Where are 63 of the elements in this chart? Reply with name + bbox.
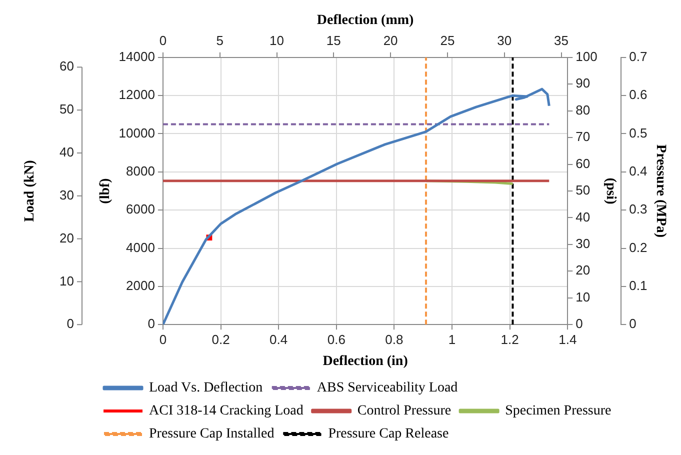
text: 0	[66, 316, 74, 332]
x-tick-label: 1	[448, 332, 456, 347]
y2-axis-title: (psi)	[603, 178, 618, 205]
x-tick-label: 0.6	[327, 332, 346, 347]
y2-tick-label: 80	[576, 102, 590, 118]
y3-tick-label: 0	[629, 316, 636, 332]
y3-tick-label: 0.3	[629, 202, 648, 217]
y2-tick-label: 90	[576, 76, 590, 91]
x2-tick-label: 0	[159, 33, 167, 48]
legend-label: Pressure Cap Release	[328, 426, 449, 442]
y-tick-label: 14000	[118, 48, 155, 64]
legend-label: Control Pressure	[357, 404, 452, 419]
y3-tick-label: 0.6	[629, 87, 648, 102]
x2-tick-label: 30	[497, 33, 512, 48]
y2-tick-label: 50	[576, 182, 590, 198]
x2-tick-label: 20	[383, 33, 398, 48]
legend-label: Load Vs. Deflection	[149, 380, 263, 396]
legend-label: ABS Serviceability Load	[316, 380, 458, 396]
text: 40	[60, 144, 74, 160]
x2-axis-title: Deflection (mm)	[316, 13, 414, 28]
y-tick-label: 8000	[126, 163, 155, 178]
x-tick-label: 0.4	[270, 332, 288, 347]
y-tick-label: 0	[148, 316, 155, 332]
y2-tick-label: 70	[576, 129, 590, 144]
y-tick-label: 2000	[126, 278, 155, 294]
text: Load (kN)	[22, 160, 38, 222]
x-tick-label: 1.2	[500, 332, 519, 347]
y-tick-label: 12000	[118, 87, 155, 102]
x-tick-label: 0	[159, 332, 167, 347]
legend-label: Pressure Cap Installed	[149, 426, 274, 442]
y2-tick-label: 0	[576, 316, 583, 332]
legend-label: Specimen Pressure	[505, 404, 612, 419]
y2-tick-label: 40	[576, 209, 590, 224]
y2-tick-label: 10	[576, 289, 590, 304]
y3-tick-label: 0.5	[629, 125, 648, 140]
x2-tick-label: 35	[554, 33, 568, 48]
y2-tick-label: 60	[576, 156, 590, 171]
text: 10	[60, 273, 74, 288]
y-tick-label: 10000	[118, 125, 155, 140]
text: 60	[60, 58, 74, 74]
x-tick-label: 0.2	[212, 332, 230, 347]
x2-tick-label: 5	[216, 33, 224, 48]
y-tick-label: 6000	[126, 202, 155, 217]
x2-tick-label: 15	[326, 33, 341, 48]
x-tick-label: 1.4	[558, 332, 577, 347]
y2-tick-label: 20	[576, 262, 590, 278]
x2-tick-label: 25	[440, 33, 455, 48]
y2-tick-label: 30	[576, 236, 590, 252]
y3-axis-title: Pressure (MPa)	[652, 144, 668, 238]
legend-label: ACI 318-14 Cracking Load	[149, 404, 304, 419]
y3-tick-label: 0.7	[629, 48, 648, 64]
x2-tick-label: 10	[270, 33, 284, 48]
text: 30	[60, 187, 74, 202]
y-tick-label: 4000	[126, 240, 155, 255]
y3-tick-label: 0.1	[629, 278, 648, 294]
x-tick-label: 0.8	[385, 332, 404, 347]
x-axis-title: Deflection (in)	[322, 354, 408, 370]
y3-tick-label: 0.4	[629, 163, 648, 178]
text: 20	[60, 230, 74, 246]
y-axis-title: (lbf)	[98, 178, 114, 204]
y3-tick-label: 0.2	[629, 240, 648, 255]
y2-tick-label: 100	[576, 48, 598, 64]
text: 50	[60, 102, 74, 117]
